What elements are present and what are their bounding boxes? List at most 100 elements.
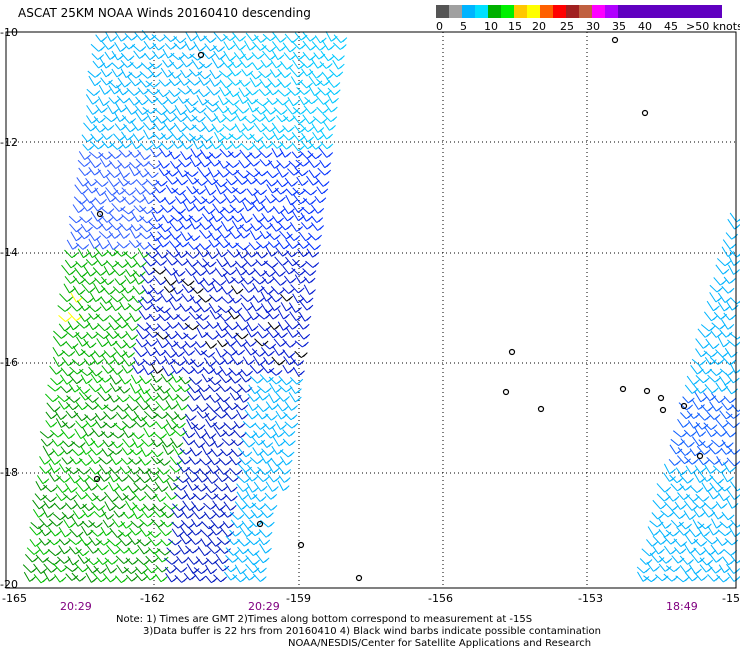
wind-barb	[170, 52, 185, 61]
wind-barb	[155, 179, 168, 187]
wind-barb	[67, 321, 80, 331]
wind-barb	[674, 501, 687, 510]
wind-barb	[119, 222, 133, 232]
wind-barb	[120, 284, 135, 294]
wind-barb	[93, 116, 106, 124]
wind-barb	[299, 60, 314, 69]
wind-barb	[277, 78, 292, 89]
wind-barb	[677, 418, 690, 428]
wind-barb	[58, 545, 71, 555]
wind-barb	[88, 519, 103, 528]
wind-barb	[271, 356, 286, 366]
wind-barb	[73, 499, 87, 510]
wind-barb	[253, 267, 268, 277]
wind-barb	[280, 61, 294, 70]
wind-barb	[42, 494, 57, 503]
wind-barb	[190, 148, 203, 158]
wind-barb	[206, 156, 221, 167]
wind-barb	[176, 313, 190, 322]
wind-barb	[73, 196, 88, 205]
wind-barb	[251, 62, 264, 71]
wind-barb	[160, 373, 174, 383]
wind-barb	[46, 402, 61, 412]
wind-barb	[129, 138, 143, 150]
wind-barb	[723, 312, 736, 321]
wind-barb	[42, 445, 55, 457]
wind-barb	[144, 168, 159, 179]
wind-barb	[242, 356, 255, 366]
wind-barb	[120, 131, 134, 141]
wind-barb	[205, 564, 218, 575]
wind-barb	[84, 413, 98, 421]
wind-barb	[252, 282, 265, 293]
wind-barb	[696, 445, 711, 455]
wind-barb	[192, 203, 206, 212]
wind-barb	[201, 373, 214, 383]
legend-swatch	[644, 5, 670, 18]
wind-barb	[711, 439, 726, 448]
wind-barb	[297, 241, 310, 249]
wind-barb	[709, 474, 725, 485]
wind-barb	[276, 403, 289, 412]
wind-barb	[68, 373, 84, 385]
wind-barb	[90, 141, 105, 150]
wind-barb	[211, 437, 224, 448]
wind-barb	[101, 354, 116, 366]
wind-barb	[255, 107, 268, 115]
wind-barb	[704, 464, 717, 474]
wind-barb	[715, 501, 728, 509]
wind-barb	[669, 474, 684, 484]
lat-label: -10	[0, 26, 18, 39]
wind-barb	[188, 214, 203, 223]
wind-barb	[187, 526, 202, 536]
wind-barb	[119, 139, 132, 149]
wind-barb	[122, 511, 135, 519]
wind-barb	[156, 237, 170, 248]
wind-barb	[67, 556, 80, 566]
wind-barb	[48, 518, 64, 527]
wind-barb	[673, 538, 688, 547]
wind-barb	[66, 395, 81, 403]
wind-barb	[88, 383, 102, 393]
wind-barb	[665, 529, 680, 537]
wind-barb	[174, 105, 188, 116]
wind-barb	[222, 267, 237, 276]
wind-barb	[191, 138, 205, 150]
wind-barb	[230, 60, 243, 69]
wind-barb	[71, 440, 86, 448]
wind-barb	[95, 34, 108, 43]
wind-barb	[69, 456, 83, 465]
wind-barb	[260, 203, 275, 214]
wind-barb	[199, 282, 215, 293]
wind-barb	[323, 121, 336, 131]
wind-barb	[228, 375, 242, 384]
wind-barb	[220, 296, 235, 304]
wind-barb	[279, 230, 293, 240]
wind-barb	[715, 264, 730, 275]
wind-barb	[280, 212, 294, 222]
wind-barb	[233, 420, 246, 429]
wind-barb	[211, 58, 225, 69]
wind-barb	[683, 510, 697, 521]
wind-barb	[171, 521, 185, 529]
wind-barb	[99, 383, 112, 394]
wind-barb	[678, 521, 692, 530]
wind-barb	[254, 338, 269, 347]
legend-label: 25	[560, 20, 574, 33]
wind-barb	[251, 114, 267, 122]
wind-barb	[238, 87, 251, 98]
wind-barb	[253, 481, 268, 492]
wind-barb	[246, 188, 259, 196]
wind-barb	[125, 268, 137, 277]
wind-barb	[45, 393, 60, 403]
wind-barb	[132, 133, 145, 142]
wind-barb	[320, 141, 334, 150]
wind-barb	[669, 444, 683, 455]
wind-barb	[117, 404, 130, 412]
wind-barb	[171, 528, 185, 538]
wind-barb	[152, 267, 167, 275]
wind-barb	[139, 205, 154, 215]
wind-barb	[216, 465, 231, 475]
wind-barb	[717, 292, 732, 303]
island-outline	[93, 475, 101, 483]
